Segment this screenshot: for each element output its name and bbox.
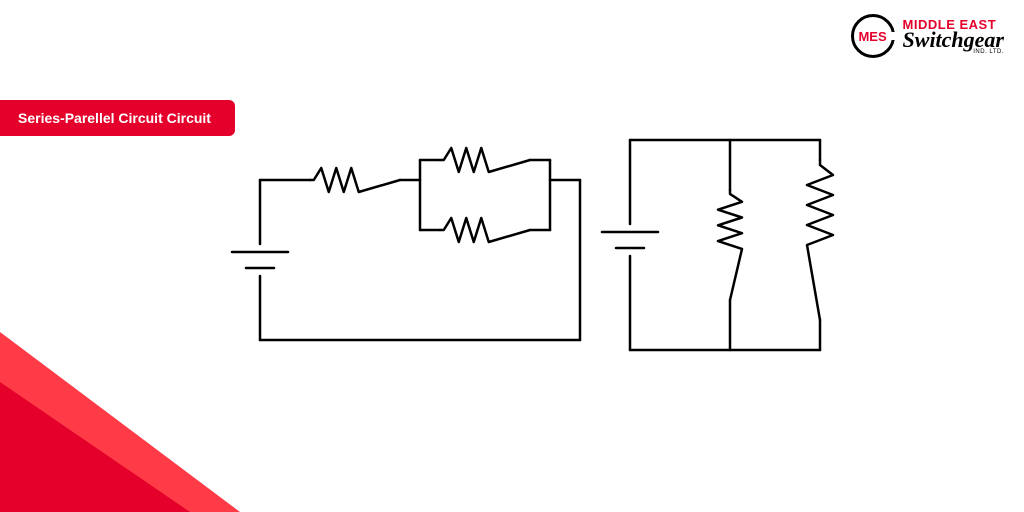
logo-script-line: Switchgear: [903, 29, 1004, 51]
brand-logo: MES MIDDLE EAST Switchgear IND. LTD.: [851, 14, 1004, 58]
corner-triangle-front: [0, 382, 190, 512]
logo-text: MIDDLE EAST Switchgear IND. LTD.: [903, 18, 1004, 55]
circuit-diagram: [230, 120, 870, 400]
title-badge: Series-Parellel Circuit Circuit: [0, 100, 235, 136]
logo-sub-line: IND. LTD.: [903, 49, 1004, 55]
logo-mark: MES: [851, 14, 895, 58]
corner-decoration: [0, 312, 260, 512]
